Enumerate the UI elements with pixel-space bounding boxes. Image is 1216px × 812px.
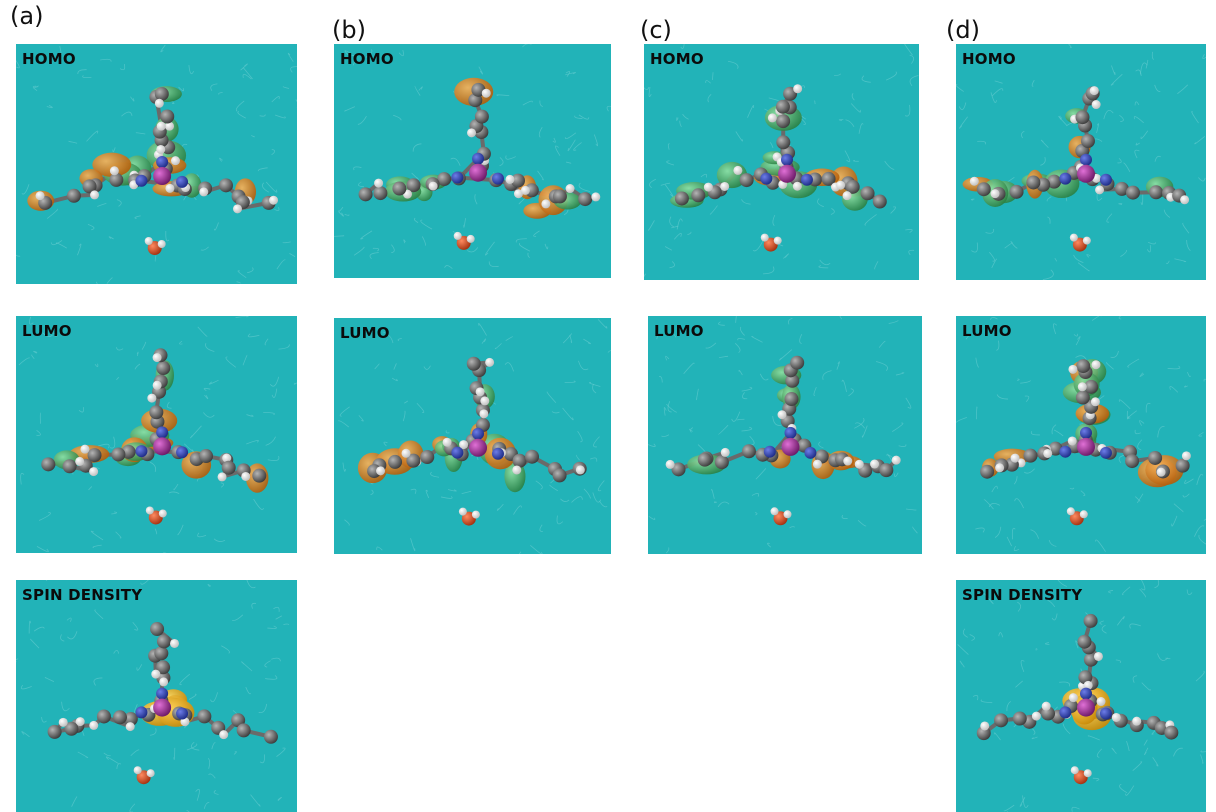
panel-title: HOMO <box>650 50 704 68</box>
panel-c-homo: HOMO <box>644 44 919 280</box>
panel-title: SPIN DENSITY <box>22 586 143 604</box>
panel-b-lumo: LUMO <box>334 318 611 554</box>
panel-title: SPIN DENSITY <box>962 586 1083 604</box>
molecule-render <box>357 356 587 526</box>
column-label-a: (a) <box>10 2 44 30</box>
molecule-render <box>47 622 278 785</box>
panel-a-lumo: LUMO <box>16 316 297 553</box>
panel-title: HOMO <box>962 50 1016 68</box>
molecule-render <box>27 86 279 255</box>
column-label-c: (c) <box>640 16 672 44</box>
column-label-d: (d) <box>946 16 980 44</box>
panel-b-homo: HOMO <box>334 44 611 278</box>
molecule-render <box>980 359 1191 526</box>
panel-title: LUMO <box>340 324 390 342</box>
panel-title: LUMO <box>654 322 704 340</box>
molecule-render <box>41 348 269 525</box>
panel-title: HOMO <box>22 50 76 68</box>
panel-d-homo: HOMO <box>956 44 1206 280</box>
molecule-render <box>665 355 901 526</box>
panel-title: LUMO <box>22 322 72 340</box>
panel-c-lumo: LUMO <box>648 316 922 554</box>
molecule-render <box>358 77 601 250</box>
panel-a-spin-density: SPIN DENSITY <box>16 580 297 812</box>
column-label-b: (b) <box>332 16 366 44</box>
panel-d-lumo: LUMO <box>956 316 1206 554</box>
molecule-render <box>962 86 1190 252</box>
molecule-render <box>976 613 1179 785</box>
panel-title: LUMO <box>962 322 1012 340</box>
molecule-render <box>670 84 887 252</box>
panel-title: HOMO <box>340 50 394 68</box>
panel-a-homo: HOMO <box>16 44 297 284</box>
panel-d-spin-density: SPIN DENSITY <box>956 580 1206 812</box>
